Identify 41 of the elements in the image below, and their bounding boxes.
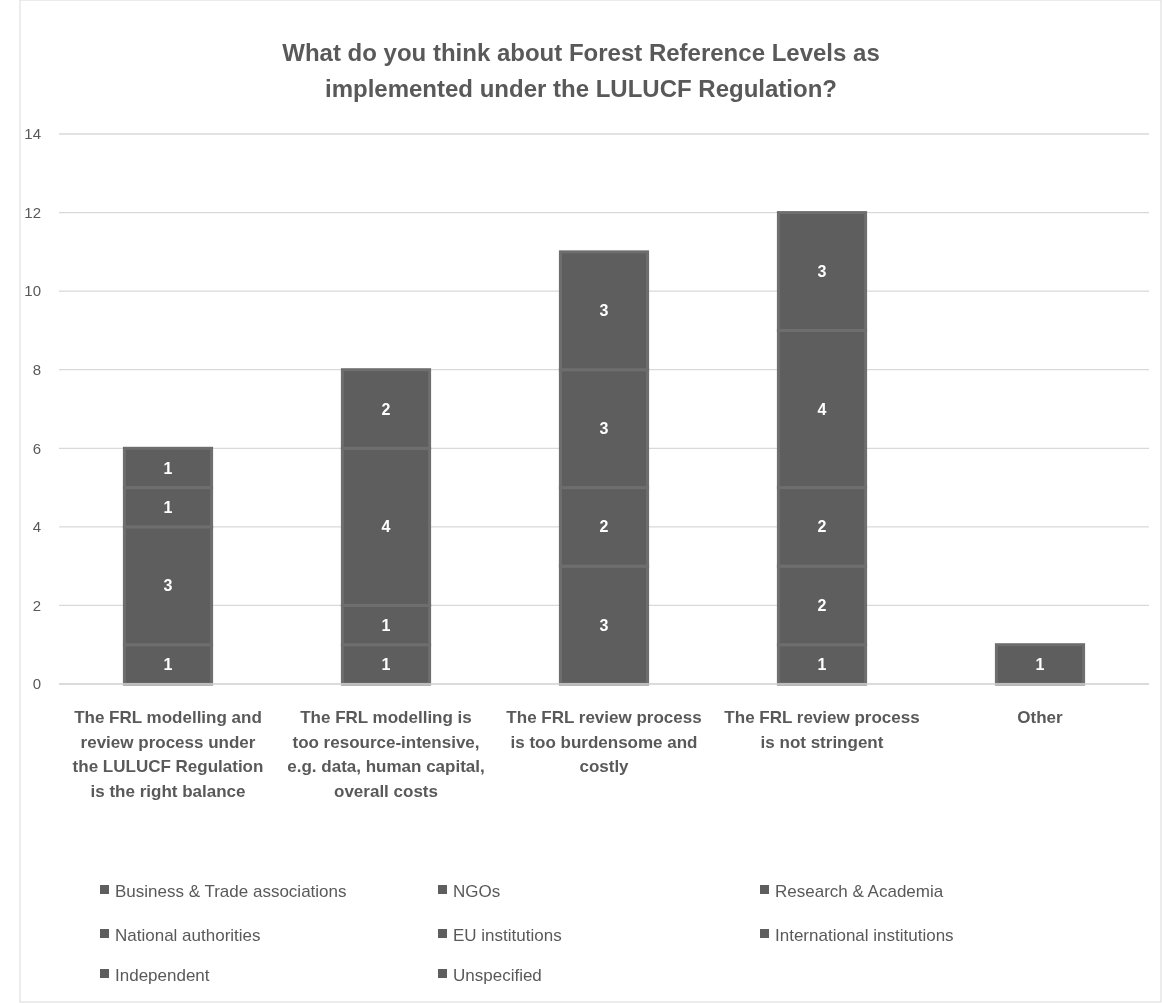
x-tick-label: The FRL modelling and review process under the LULUCF Regulation is the right balance xyxy=(72,708,264,801)
data-label: 2 xyxy=(381,400,391,418)
data-label: 3 xyxy=(599,616,609,634)
data-label: 2 xyxy=(817,597,827,615)
data-label: 1 xyxy=(381,655,391,673)
y-tick-label: 8 xyxy=(32,360,41,378)
data-label: 1 xyxy=(381,616,391,634)
legend-label: National authorities xyxy=(115,925,261,945)
data-label: 1 xyxy=(1035,655,1045,673)
legend-label: Business & Trade associations xyxy=(115,881,347,901)
data-label: 4 xyxy=(381,518,391,536)
data-label: 3 xyxy=(599,420,609,438)
data-label: 1 xyxy=(163,459,173,477)
y-tick-label: 0 xyxy=(32,675,41,693)
x-tick-label: Other xyxy=(1017,708,1064,727)
data-label: 4 xyxy=(817,400,827,418)
bar xyxy=(994,643,1086,686)
data-label: 1 xyxy=(817,655,827,673)
legend-label: Research & Academia xyxy=(775,881,944,901)
data-label: 3 xyxy=(163,577,173,595)
legend-label: International institutions xyxy=(775,925,954,945)
data-label: 2 xyxy=(817,518,827,536)
legend-label: NGOs xyxy=(453,881,501,901)
y-tick-label: 14 xyxy=(24,125,41,143)
data-label: 2 xyxy=(599,518,609,536)
y-tick-label: 10 xyxy=(24,282,41,300)
x-tick-label: The FRL review process is not stringent xyxy=(724,708,920,752)
data-label: 1 xyxy=(163,498,173,516)
data-label: 1 xyxy=(163,655,173,673)
y-tick-label: 6 xyxy=(32,439,41,457)
legend-label: EU institutions xyxy=(453,925,562,945)
x-tick-label: The FRL modelling is too resource-intensive, e.g. data, human capital, overall costs xyxy=(287,708,485,801)
data-label: 3 xyxy=(599,302,609,320)
data-label: 3 xyxy=(817,263,827,281)
y-tick-label: 4 xyxy=(32,518,41,536)
x-tick-label: The FRL review process is too burdensome and costly xyxy=(506,708,702,776)
y-tick-label: 2 xyxy=(32,596,41,614)
chart-title: What do you think about Forest Reference Levels as implemented under the LULUCF Regulation? xyxy=(282,39,880,102)
legend-label: Unspecified xyxy=(453,965,542,985)
y-tick-label: 12 xyxy=(24,203,41,221)
legend-label: Independent xyxy=(115,965,210,985)
